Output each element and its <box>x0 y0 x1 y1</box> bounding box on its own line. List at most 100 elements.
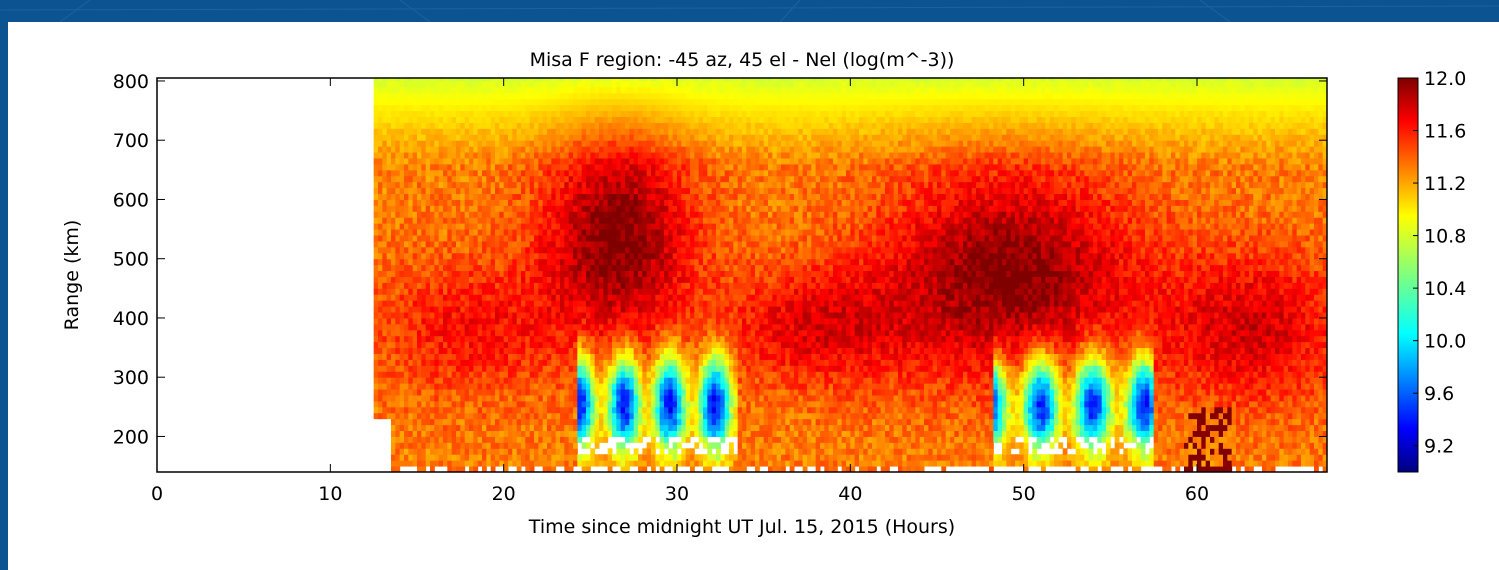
heatmap-cell <box>547 211 552 218</box>
heatmap-cell <box>599 252 604 260</box>
heatmap-cell <box>395 282 401 289</box>
heatmap-cell <box>581 80 587 88</box>
heatmap-cell <box>568 400 574 408</box>
heatmap-cell <box>508 152 513 159</box>
heatmap-cell <box>404 347 409 354</box>
heatmap-cell <box>391 312 396 319</box>
heatmap-cell <box>599 300 604 307</box>
heatmap-cell <box>473 371 479 378</box>
heatmap-cell <box>542 383 548 390</box>
heatmap-cell <box>655 424 661 432</box>
heatmap-cell <box>482 365 487 372</box>
heatmap-cell <box>603 418 609 426</box>
heatmap-cell <box>555 406 561 414</box>
heatmap-cell <box>529 341 535 349</box>
heatmap-cell <box>542 288 548 295</box>
heatmap-cell <box>577 347 583 354</box>
heatmap-cell <box>560 436 565 443</box>
heatmap-cell <box>555 152 561 159</box>
heatmap-cell <box>477 377 483 384</box>
heatmap-cell <box>490 365 496 372</box>
heatmap-cell <box>495 394 500 402</box>
heatmap-cell <box>464 264 470 272</box>
heatmap-cell <box>382 394 388 402</box>
heatmap-cell <box>703 394 708 402</box>
heatmap-cell <box>391 294 396 301</box>
heatmap-cell <box>586 329 591 337</box>
heatmap-cell <box>495 128 500 135</box>
heatmap-cell <box>581 335 587 343</box>
heatmap-cell <box>508 371 513 378</box>
heatmap-cell <box>529 163 535 171</box>
heatmap-cell <box>412 442 418 449</box>
heatmap-cell <box>542 157 548 165</box>
heatmap-cell <box>373 181 379 189</box>
heatmap-cell <box>373 193 379 200</box>
heatmap-cell <box>529 217 535 224</box>
heatmap-cell <box>538 217 544 224</box>
heatmap-cell <box>525 323 531 331</box>
heatmap-cell <box>473 442 479 449</box>
heatmap-cell <box>581 104 587 112</box>
heatmap-cell <box>408 258 414 266</box>
heatmap-cell <box>555 436 561 443</box>
heatmap-cell <box>417 146 422 153</box>
heatmap-cell <box>620 412 626 420</box>
heatmap-cell <box>438 329 444 337</box>
heatmap-cell <box>508 270 513 277</box>
heatmap-cell <box>668 389 674 396</box>
heatmap-cell <box>538 128 544 135</box>
heatmap-cell <box>629 240 635 248</box>
heatmap-cell <box>603 175 609 183</box>
heatmap-cell <box>625 98 630 106</box>
heatmap-cell <box>373 377 379 384</box>
heatmap-cell <box>573 223 578 230</box>
heatmap-cell <box>490 264 496 272</box>
heatmap-cell <box>573 211 578 218</box>
heatmap-cell <box>594 312 600 319</box>
heatmap-cell <box>447 335 453 343</box>
heatmap-cell <box>425 329 431 337</box>
heatmap-cell <box>685 235 691 242</box>
heatmap-cell <box>464 78 470 82</box>
heatmap-cell <box>473 134 479 141</box>
heatmap-cell <box>547 329 552 337</box>
heatmap-cell <box>542 306 548 313</box>
heatmap-cell <box>486 264 492 272</box>
heatmap-cell <box>629 365 635 372</box>
heatmap-cell <box>525 98 531 106</box>
heatmap-cell <box>651 323 656 331</box>
heatmap-cell <box>395 329 401 337</box>
heatmap-cell <box>529 306 535 313</box>
heatmap-cell <box>469 389 474 396</box>
heatmap-cell <box>417 400 422 408</box>
heatmap-cell <box>495 199 500 206</box>
heatmap-cell <box>651 424 656 432</box>
heatmap-cell <box>417 448 422 455</box>
heatmap-cell <box>382 371 388 378</box>
heatmap-cell <box>568 306 574 313</box>
heatmap-cell <box>482 460 487 467</box>
heatmap-cell <box>607 466 613 473</box>
heatmap-cell <box>421 122 427 129</box>
heatmap-cell <box>698 341 704 349</box>
heatmap-cell <box>690 430 695 437</box>
heatmap-cell <box>659 181 665 189</box>
heatmap-cell <box>456 454 461 461</box>
heatmap-cell <box>694 276 700 283</box>
heatmap-cell <box>404 122 409 129</box>
heatmap-cell <box>490 353 496 360</box>
heatmap-cell <box>378 134 383 141</box>
heatmap-cell <box>560 300 565 307</box>
heatmap-cell <box>612 128 617 135</box>
heatmap-cell <box>594 294 600 301</box>
heatmap-cell <box>430 412 435 420</box>
heatmap-cell <box>612 377 617 384</box>
heatmap-cell <box>577 92 583 100</box>
heatmap-cell <box>408 306 414 313</box>
heatmap-cell <box>677 128 682 135</box>
heatmap-cell <box>469 181 474 189</box>
heatmap-cell <box>607 359 613 366</box>
heatmap-cell <box>486 175 492 183</box>
heatmap-cell <box>486 288 492 295</box>
